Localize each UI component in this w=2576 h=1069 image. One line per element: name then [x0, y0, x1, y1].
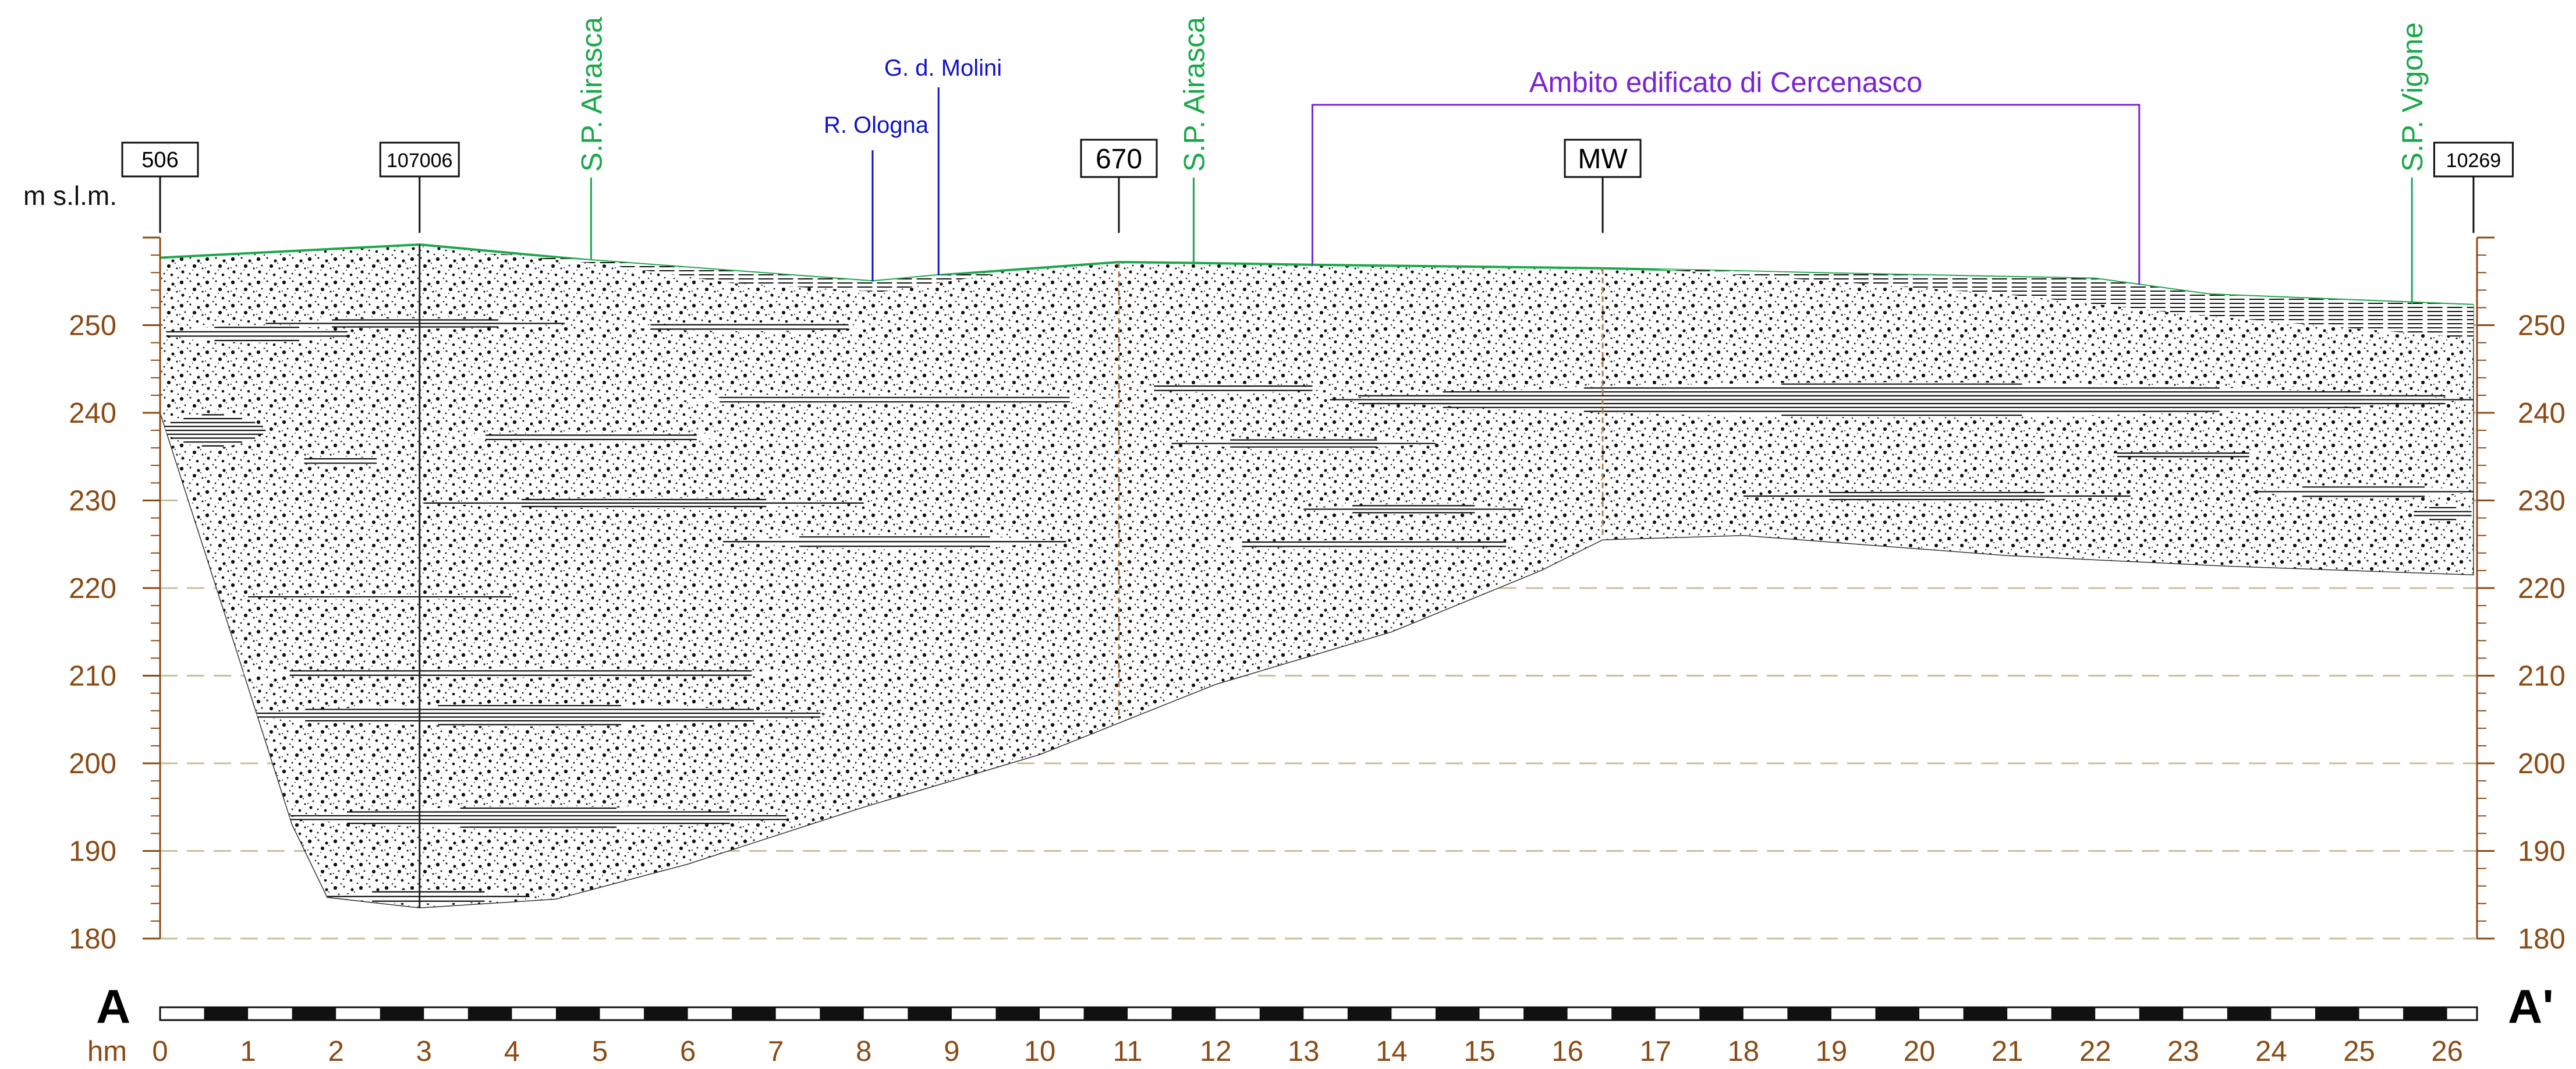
borehole-label-box-1 — [121, 141, 199, 178]
x-tick-7: 7 — [768, 1036, 784, 1067]
x-tick-22: 22 — [2079, 1036, 2111, 1067]
y-tick-left-210: 210 — [69, 661, 116, 692]
urban-area-label: Ambito edificato di Cercenasco — [1529, 67, 1922, 98]
section-start-label: A — [96, 980, 130, 1033]
x-tick-24: 24 — [2255, 1036, 2287, 1067]
x-tick-4: 4 — [504, 1036, 520, 1067]
y-tick-left-240: 240 — [69, 398, 116, 429]
silt-lens-23 — [2412, 505, 2474, 522]
borehole-label-box-4 — [1564, 139, 1642, 178]
x-unit-label: hm — [87, 1036, 127, 1067]
x-tick-1: 1 — [240, 1036, 256, 1067]
x-tick-17: 17 — [1639, 1036, 1671, 1067]
borehole-label-box-2 — [379, 141, 460, 178]
x-tick-26: 26 — [2431, 1036, 2463, 1067]
x-tick-16: 16 — [1551, 1036, 1583, 1067]
annotations: S.P. Airasca S.P. Airasca S.P. Vigone R. Ol… — [575, 17, 2429, 305]
y-tick-right-240: 240 — [2518, 398, 2566, 429]
labels: A A' — [96, 980, 2554, 1033]
borehole-label-box-5 — [2433, 141, 2514, 178]
boreholes: 506 107006 670 MW 10269 — [121, 139, 2514, 908]
silt-lens-group — [160, 318, 2474, 904]
y-tick-right-180: 180 — [2518, 923, 2566, 955]
borehole-label-2: 107006 — [387, 150, 452, 172]
y-unit-label: m s.l.m. — [23, 180, 117, 211]
x-tick-0: 0 — [152, 1036, 168, 1067]
x-tick-20: 20 — [1904, 1036, 1936, 1067]
x-tick-12: 12 — [1200, 1036, 1232, 1067]
road-label-2: S.P. Airasca — [1178, 17, 1210, 172]
y-tick-right-200: 200 — [2518, 748, 2566, 780]
watercourse-label-1: R. Ologna — [824, 112, 929, 138]
y-tick-right-220: 220 — [2518, 573, 2566, 604]
y-tick-left-200: 200 — [69, 748, 116, 780]
y-tick-left-180: 180 — [69, 923, 116, 955]
y-tick-left-190: 190 — [69, 836, 116, 868]
x-tick-10: 10 — [1024, 1036, 1056, 1067]
y-tick-left-250: 250 — [69, 310, 116, 342]
x-tick-15: 15 — [1464, 1036, 1496, 1067]
watercourse-label-2: G. d. Molini — [884, 55, 1002, 81]
y-tick-right-210: 210 — [2518, 661, 2566, 692]
silt-lens-1 — [160, 325, 354, 343]
distance-scale: 0 1 2 3 4 5 6 7 8 9 10 11 12 13 14 15 16 17 18 19 20 21 22 23 24… — [87, 1006, 2478, 1067]
x-tick-25: 25 — [2343, 1036, 2375, 1067]
y-tick-right-190: 190 — [2518, 836, 2566, 868]
x-tick-11: 11 — [1113, 1036, 1143, 1067]
x-tick-3: 3 — [416, 1036, 432, 1067]
x-tick-2: 2 — [328, 1036, 344, 1067]
road-label-3: S.P. Vigone — [2396, 22, 2429, 172]
urban-area-bracket — [1311, 104, 2141, 285]
borehole-label-1: 506 — [141, 148, 178, 172]
x-tick-23: 23 — [2167, 1036, 2199, 1067]
x-tick-19: 19 — [1816, 1036, 1848, 1067]
borehole-label-5: 10269 — [2446, 150, 2501, 172]
y-tick-left-220: 220 — [69, 573, 116, 604]
y-tick-left-230: 230 — [69, 486, 116, 517]
x-tick-9: 9 — [944, 1036, 959, 1067]
section-end-label: A' — [2508, 980, 2554, 1033]
x-tick-18: 18 — [1728, 1036, 1760, 1067]
road-label-1: S.P. Airasca — [575, 17, 608, 172]
y-tick-right-230: 230 — [2518, 486, 2566, 517]
x-tick-8: 8 — [856, 1036, 871, 1067]
borehole-label-3: 670 — [1096, 144, 1142, 175]
axes: 180 180 190 190 200 200 210 210 220 220 230 230 240 2… — [23, 180, 2566, 955]
borehole-label-box-3 — [1080, 139, 1158, 178]
x-tick-13: 13 — [1288, 1036, 1320, 1067]
x-tick-5: 5 — [592, 1036, 608, 1067]
y-tick-right-250: 250 — [2518, 310, 2566, 342]
x-tick-6: 6 — [680, 1036, 696, 1067]
surface-silt-lens-2 — [1655, 269, 2474, 339]
x-tick-14: 14 — [1376, 1036, 1408, 1067]
x-tick-21: 21 — [1992, 1036, 2024, 1067]
borehole-label-4: MW — [1578, 144, 1628, 175]
